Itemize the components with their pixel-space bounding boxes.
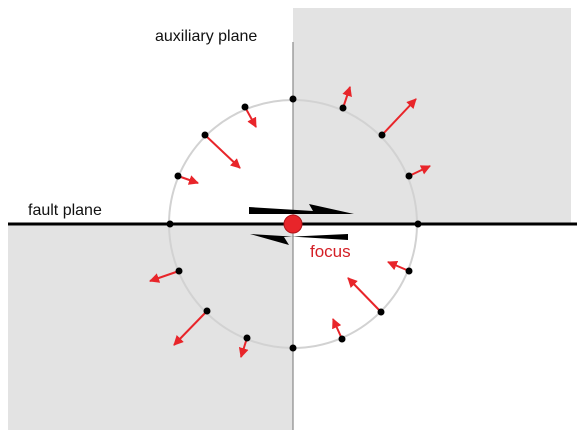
- station-dot: [166, 220, 174, 228]
- fault-plane-label: fault plane: [28, 202, 102, 219]
- station-dot: [378, 131, 386, 139]
- station-dot: [405, 267, 413, 275]
- slip-arrow-left: [250, 234, 348, 245]
- station-dot: [203, 307, 211, 315]
- arrow-station-8: [173, 310, 208, 346]
- station-dot: [175, 267, 183, 275]
- arrow-station-7: [149, 270, 180, 283]
- station-dot: [377, 308, 385, 316]
- station-dot: [201, 131, 209, 139]
- station-dot: [338, 335, 346, 343]
- arrow-station-2: [381, 98, 417, 136]
- arrow-station-5: [204, 134, 241, 169]
- motion-arrows: [149, 86, 431, 358]
- station-dot: [339, 104, 347, 112]
- focus-dot: [283, 214, 303, 234]
- arrow-station-6: [177, 175, 199, 185]
- slip-arrow-right: [249, 204, 354, 214]
- arrow-station-12: [332, 318, 343, 340]
- station-dot: [241, 103, 249, 111]
- focus-label: focus: [310, 242, 351, 261]
- stations: [166, 95, 422, 352]
- station-dot: [405, 172, 413, 180]
- station-dot: [289, 95, 297, 103]
- quadrant-shade-bottom-left: [8, 224, 293, 430]
- arrow-station-4: [244, 106, 257, 128]
- arrow-station-1: [342, 86, 352, 109]
- station-dot: [174, 172, 182, 180]
- station-dot: [414, 220, 422, 228]
- arrow-station-3: [408, 165, 431, 177]
- quadrant-shade-top-right: [293, 8, 571, 224]
- station-dot: [243, 334, 251, 342]
- station-dot: [289, 344, 297, 352]
- arrow-station-11: [347, 277, 382, 313]
- arrow-station-10: [387, 260, 410, 272]
- auxiliary-plane-label: auxiliary plane: [155, 28, 257, 45]
